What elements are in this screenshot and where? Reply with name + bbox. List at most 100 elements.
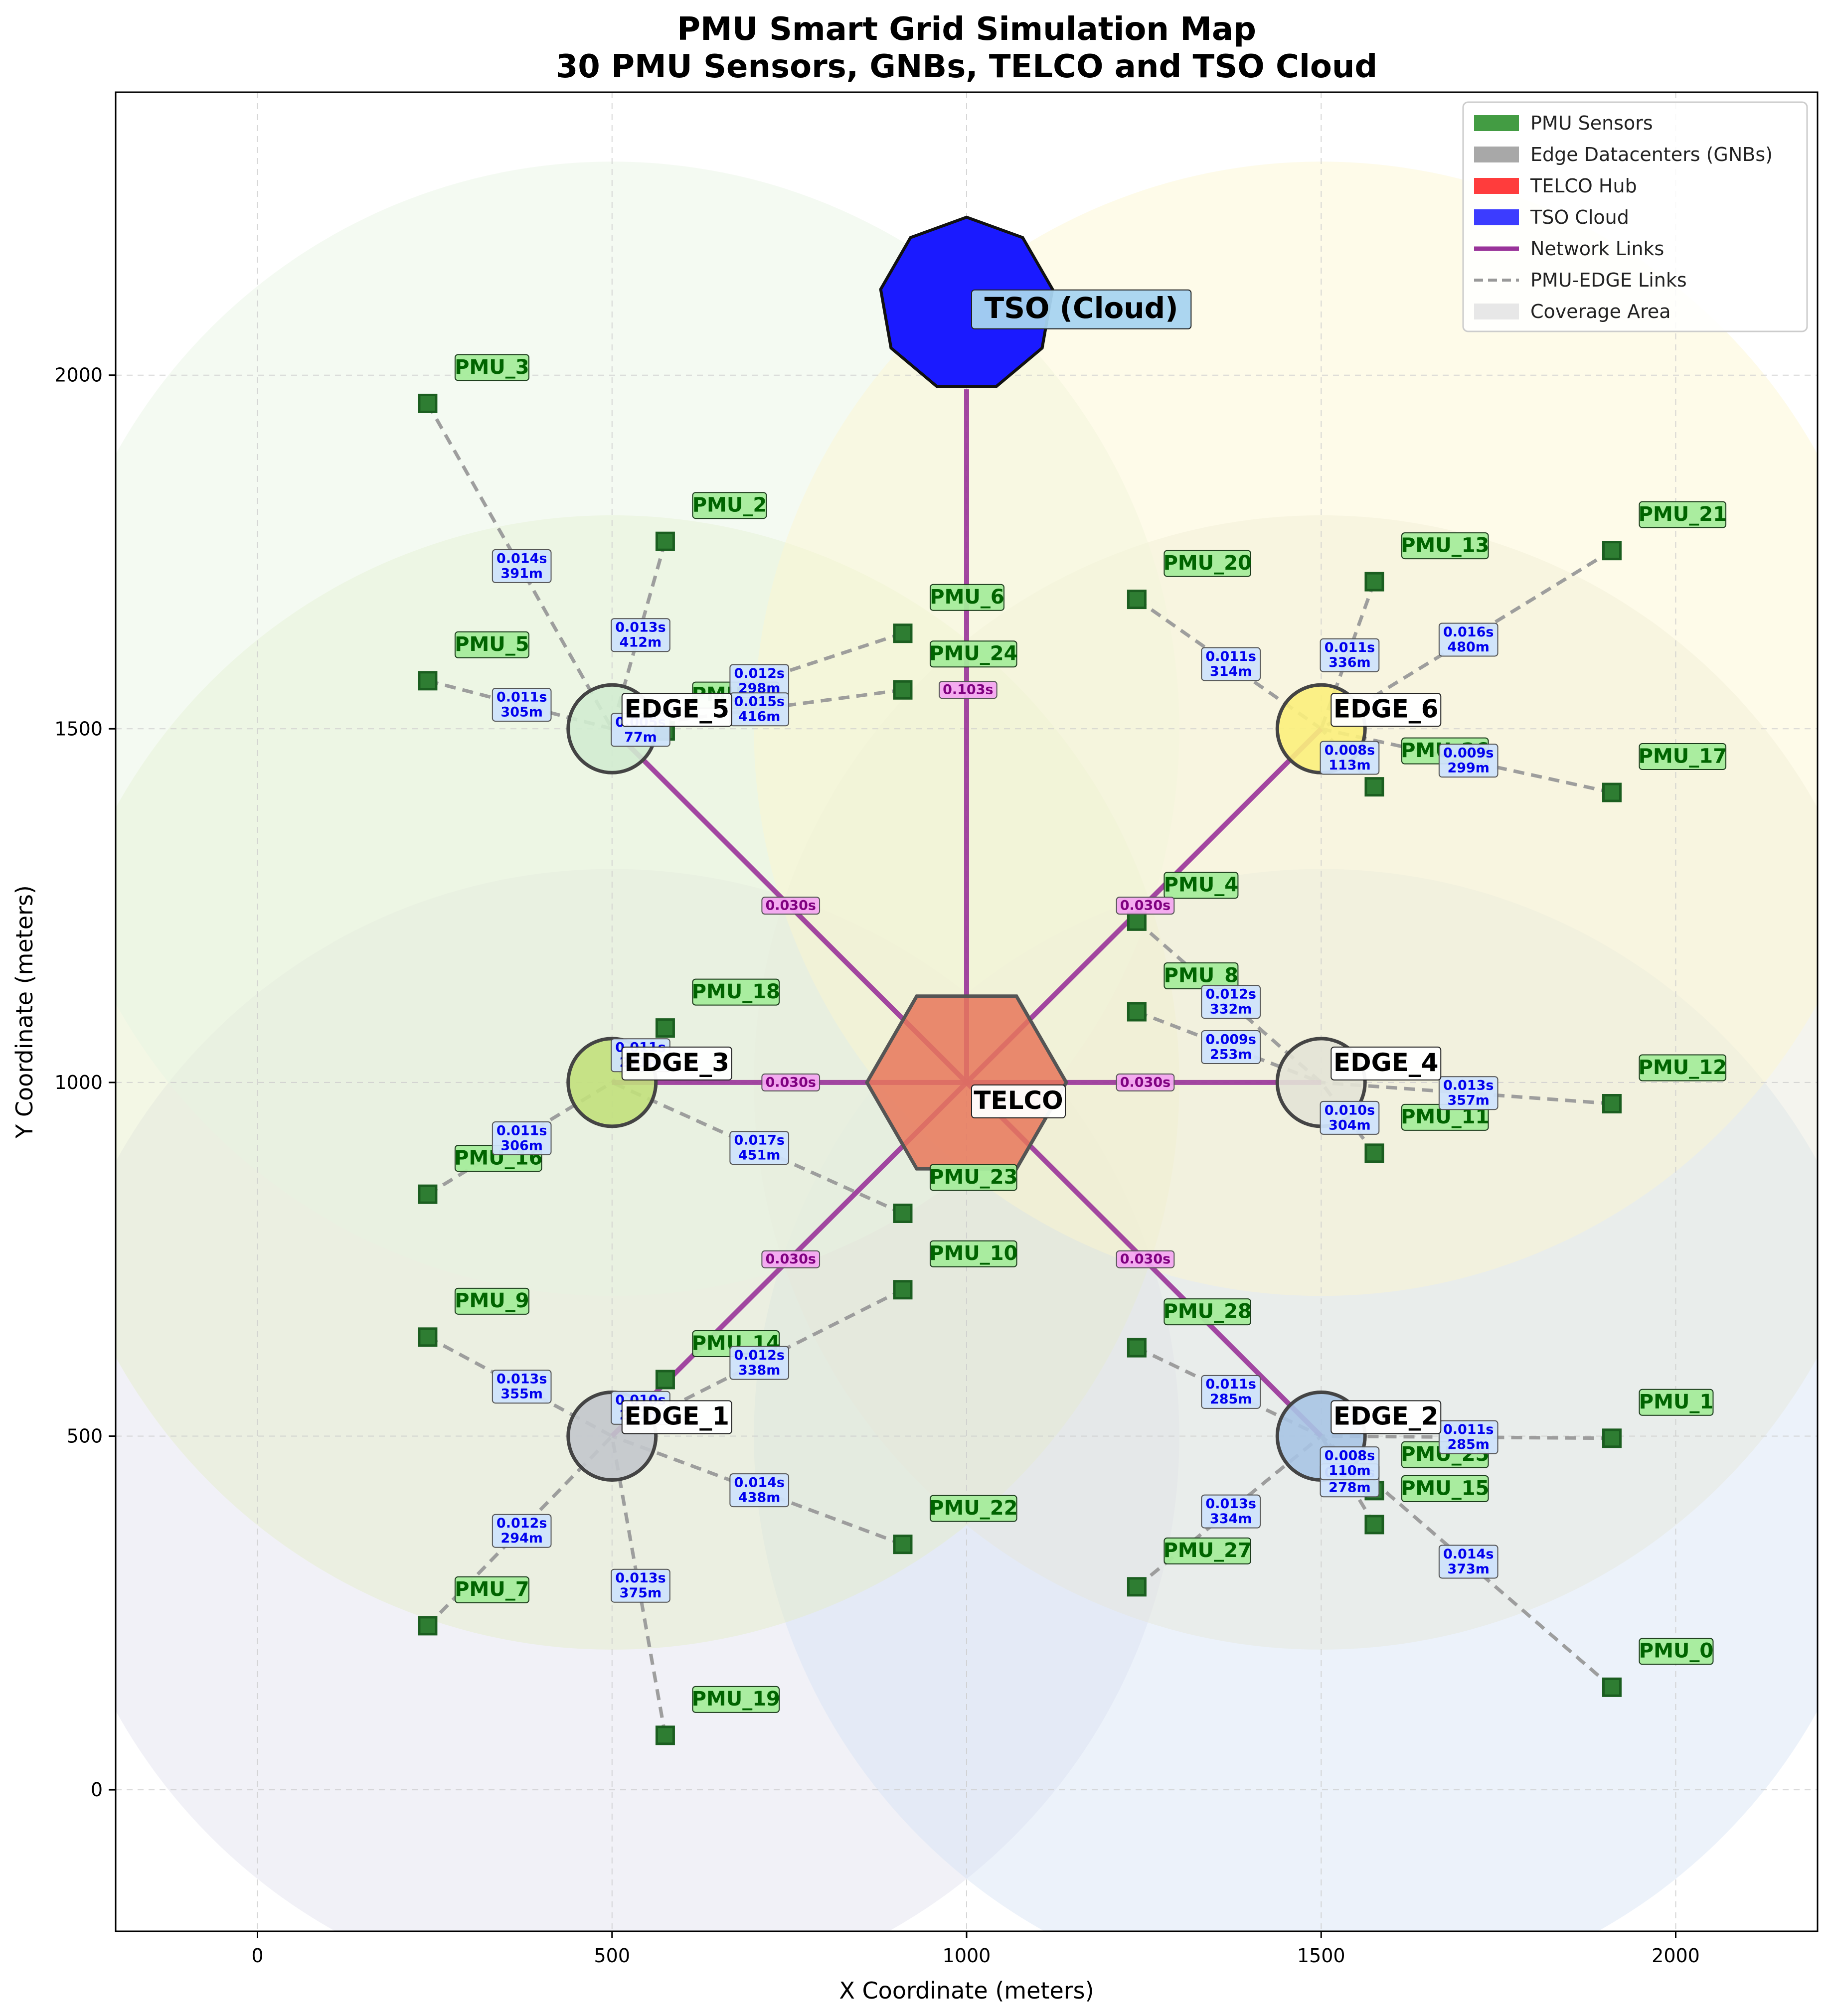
telco-label-box bbox=[971, 1084, 1066, 1118]
chart-subtitle: 30 PMU Sensors, GNBs, TELCO and TSO Clou… bbox=[556, 48, 1377, 85]
link-label-pmu_22-text-0: 0.014s bbox=[734, 1475, 784, 1491]
link-label-pmu_28-text-0: 0.011s bbox=[1205, 1377, 1256, 1392]
pmu-label-pmu_27-box bbox=[1164, 1537, 1251, 1564]
pmu-marker-pmu_21 bbox=[1602, 541, 1622, 561]
pmu-link-pmu_22 bbox=[611, 1434, 904, 1546]
link-label-pmu_1-text-0: 0.011s bbox=[1443, 1422, 1494, 1437]
link-label-pmu_20-text-0: 0.011s bbox=[1205, 649, 1256, 664]
edge-label-edge_2: EDGE_2 bbox=[1331, 1400, 1442, 1434]
tso-label-box bbox=[971, 289, 1192, 329]
link-label-pmu_17-text-0: 0.009s bbox=[1443, 746, 1494, 761]
link-label-pmu_17-text-1: 299m bbox=[1447, 761, 1490, 776]
pmu-marker-pmu_15 bbox=[1364, 1515, 1384, 1535]
pmu-label-pmu_17-box bbox=[1639, 743, 1727, 771]
pmu-label-pmu_18: PMU_18 bbox=[692, 978, 780, 1006]
pmu-label-pmu_3-box bbox=[454, 354, 529, 381]
legend-label-1: Edge Datacenters (GNBs) bbox=[1530, 144, 1773, 165]
pmu-label-pmu_9-box bbox=[454, 1287, 529, 1315]
pmu-label-pmu_12-text-0: PMU_12 bbox=[1639, 1056, 1727, 1079]
link-label-pmu_4-box bbox=[1201, 985, 1261, 1019]
link-label-pmu_26-text-1: 113m bbox=[1329, 758, 1371, 773]
pmu-label-pmu_13: PMU_13 bbox=[1401, 532, 1489, 560]
link-label-pmu_8-text-1: 253m bbox=[1210, 1047, 1252, 1062]
edge-label-edge_6-box bbox=[1331, 693, 1442, 727]
network-latency-1-text-0: 0.030s bbox=[765, 1251, 816, 1267]
y-tick-label-2000: 2000 bbox=[54, 364, 103, 386]
edge-label-edge_1: EDGE_1 bbox=[621, 1400, 732, 1434]
x-tick-label-2000: 2000 bbox=[1652, 1945, 1700, 1967]
pmu-label-pmu_24-text-0: PMU_24 bbox=[929, 642, 1017, 665]
pmu-label-pmu_21-text-0: PMU_21 bbox=[1639, 503, 1727, 526]
pmu-marker-pmu_17 bbox=[1602, 782, 1622, 802]
link-label-pmu_19-text-0: 0.013s bbox=[615, 1570, 665, 1586]
pmu-label-pmu_1: PMU_1 bbox=[1639, 1389, 1714, 1416]
pmu-marker-pmu_7 bbox=[418, 1616, 438, 1636]
pmu-label-pmu_21-box bbox=[1639, 501, 1727, 528]
x-axis-label: X Coordinate (meters) bbox=[839, 1977, 1094, 2004]
pmu-label-pmu_1-text-0: PMU_1 bbox=[1639, 1391, 1713, 1413]
pmu-label-pmu_24-box bbox=[929, 640, 1017, 668]
pmu-label-pmu_5-text-0: PMU_5 bbox=[455, 633, 529, 656]
link-label-pmu_21-box bbox=[1438, 622, 1498, 657]
legend-label-4: Network Links bbox=[1530, 238, 1664, 260]
pmu-label-pmu_19-box bbox=[692, 1686, 780, 1713]
pmu-marker-pmu_12 bbox=[1602, 1094, 1622, 1113]
network-latency-1: 0.030s bbox=[761, 1250, 821, 1268]
link-label-pmu_6-text-0: 0.012s bbox=[734, 666, 784, 681]
edge-label-edge_4-text-0: EDGE_4 bbox=[1333, 1048, 1439, 1077]
legend-swatch-1 bbox=[1474, 147, 1519, 162]
link-label-pmu_0-text-0: 0.014s bbox=[1443, 1547, 1494, 1562]
link-label-pmu_27-text-0: 0.013s bbox=[1205, 1496, 1256, 1512]
pmu-label-pmu_10-box bbox=[929, 1240, 1017, 1267]
y-axis-label: Y Coordinate (meters) bbox=[11, 885, 38, 1139]
pmu-label-pmu_9-text-0: PMU_9 bbox=[455, 1289, 529, 1312]
pmu-marker-pmu_20 bbox=[1127, 590, 1147, 610]
pmu-marker-pmu_8 bbox=[1127, 1002, 1147, 1022]
network-latency-6-box bbox=[1116, 897, 1175, 915]
network-latency-2-box bbox=[1116, 1250, 1175, 1268]
link-label-pmu_28-box bbox=[1201, 1375, 1261, 1409]
pmu-marker-pmu_19 bbox=[655, 1725, 675, 1745]
pmu-label-pmu_17: PMU_17 bbox=[1639, 743, 1727, 771]
link-label-pmu_10-box bbox=[729, 1346, 790, 1380]
edge-label-edge_4: EDGE_4 bbox=[1331, 1046, 1442, 1081]
network-latency-0: 0.103s bbox=[939, 681, 998, 699]
edge-label-edge_2-box bbox=[1331, 1400, 1442, 1434]
link-label-pmu_13-box bbox=[1320, 638, 1380, 672]
pmu-marker-pmu_28 bbox=[1127, 1338, 1147, 1358]
pmu-label-pmu_10-text-0: PMU_10 bbox=[929, 1242, 1017, 1265]
edge-label-edge_3-box bbox=[621, 1046, 732, 1081]
legend-swatch-3 bbox=[1474, 209, 1519, 225]
link-label-pmu_9-box bbox=[492, 1370, 552, 1404]
pmu-label-pmu_20: PMU_20 bbox=[1164, 550, 1252, 577]
link-label-pmu_3-text-0: 0.014s bbox=[497, 551, 547, 566]
link-label-pmu_10-text-0: 0.012s bbox=[734, 1348, 784, 1363]
link-label-pmu_25-box bbox=[1320, 1446, 1380, 1481]
network-latency-5-text-0: 0.030s bbox=[765, 898, 816, 914]
pmu-marker-pmu_26 bbox=[1364, 777, 1384, 797]
link-label-pmu_3-box bbox=[492, 549, 552, 583]
link-label-pmu_12-box bbox=[1438, 1076, 1498, 1110]
chart-title: PMU Smart Grid Simulation Map bbox=[677, 11, 1256, 48]
pmu-label-pmu_27: PMU_27 bbox=[1164, 1537, 1252, 1564]
pmu-label-pmu_2: PMU_2 bbox=[692, 492, 767, 519]
network-latency-3-text-0: 0.030s bbox=[765, 1075, 816, 1090]
pmu-label-pmu_15: PMU_15 bbox=[1401, 1475, 1489, 1502]
edge-label-edge_2-text-0: EDGE_2 bbox=[1333, 1402, 1439, 1431]
tso-label: TSO (Cloud) bbox=[971, 289, 1192, 329]
link-label-pmu_2-text-1: 412m bbox=[620, 635, 662, 650]
link-label-pmu_2-text-0: 0.013s bbox=[615, 620, 665, 635]
link-label-pmu_5-text-0: 0.011s bbox=[497, 689, 547, 705]
link-label-pmu_22-box bbox=[729, 1473, 790, 1508]
y-tick-label-0: 0 bbox=[91, 1779, 103, 1801]
pmu-label-pmu_12: PMU_12 bbox=[1639, 1054, 1727, 1082]
legend-label-6: Coverage Area bbox=[1530, 301, 1671, 322]
